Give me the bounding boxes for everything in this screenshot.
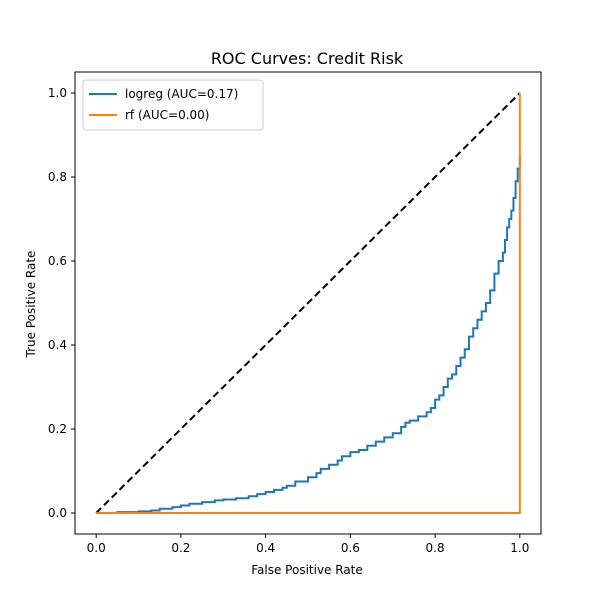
legend-label: rf (AUC=0.00) (125, 108, 209, 122)
legend-box (82, 79, 264, 131)
y-tick-label: 0.0 (48, 506, 67, 520)
axes: 0.0 0.2 0.4 0.6 0.8 1.0 0.0 0.2 0.4 0.6 0.8 1.0 (48, 71, 542, 555)
series-line-rf (96, 93, 521, 514)
legend-label: logreg (AUC=0.17) (125, 87, 238, 101)
plot-area (95, 92, 521, 514)
y-axis-label: True Positive Rate (24, 251, 38, 359)
chart-title: ROC Curves: Credit Risk (211, 49, 404, 68)
y-tick-label: 1.0 (48, 86, 67, 100)
x-tick-label: 0.6 (341, 541, 360, 555)
x-tick-label: 0.0 (87, 541, 106, 555)
series-line-logreg (96, 156, 521, 514)
x-tick-label: 1.0 (510, 541, 529, 555)
plot-frame (74, 71, 542, 535)
legend: logreg (AUC=0.17) rf (AUC=0.00) (82, 79, 264, 131)
y-tick-label: 0.4 (48, 338, 67, 352)
y-tick-label: 0.8 (48, 170, 67, 184)
x-tick-label: 0.8 (426, 541, 445, 555)
x-tick-label: 0.4 (256, 541, 275, 555)
chance-diagonal-line (95, 92, 521, 514)
x-axis-label: False Positive Rate (251, 563, 363, 577)
x-tick-label: 0.2 (171, 541, 190, 555)
y-tick-label: 0.2 (48, 422, 67, 436)
y-tick-label: 0.6 (48, 254, 67, 268)
